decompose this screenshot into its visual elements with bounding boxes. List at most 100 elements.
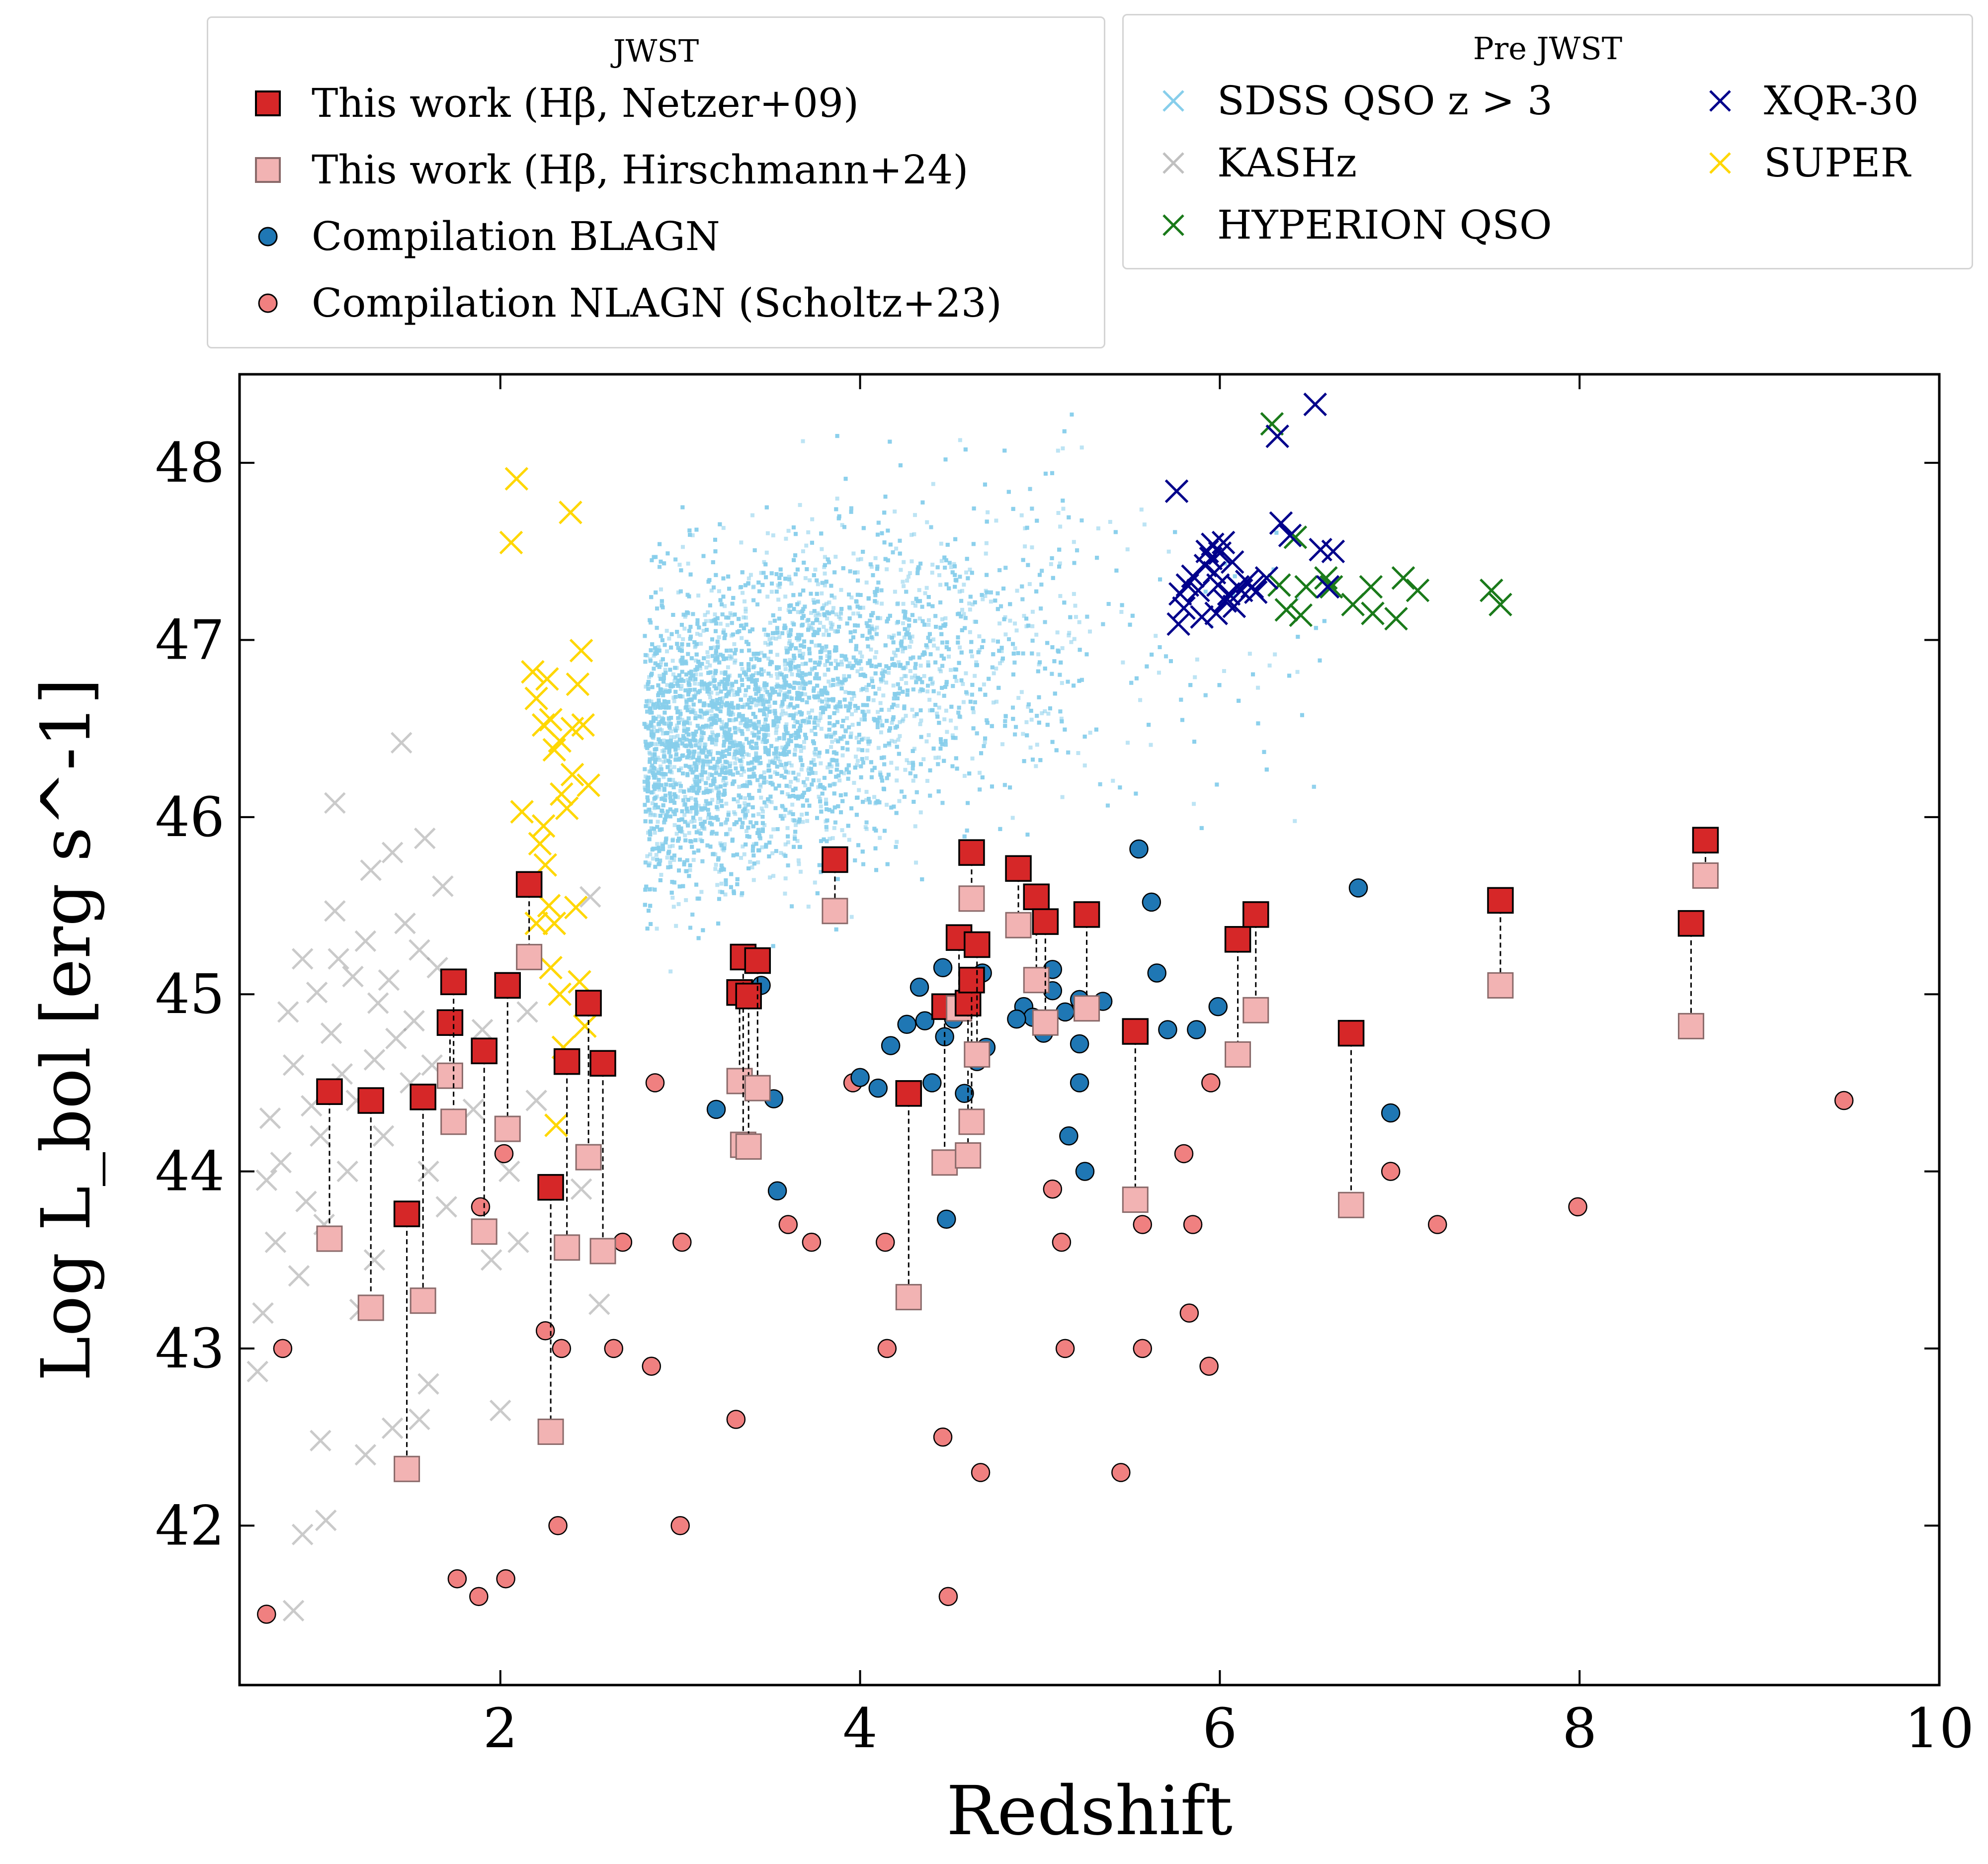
sdss-qso-point	[675, 734, 680, 738]
sdss-qso-point	[743, 599, 747, 603]
sdss-qso-point	[1056, 510, 1061, 515]
sdss-qso-point	[788, 639, 792, 643]
sdss-qso-point	[824, 601, 828, 606]
sdss-qso-point	[913, 824, 917, 829]
sdss-qso-point	[876, 710, 880, 714]
sdss-qso-point	[825, 828, 829, 832]
sdss-qso-point	[828, 620, 833, 625]
sdss-qso-point	[803, 576, 808, 581]
sdss-qso-point	[897, 799, 902, 803]
sdss-qso-point	[767, 637, 772, 642]
sdss-qso-point	[735, 747, 740, 752]
sdss-qso-point	[677, 634, 681, 638]
sdss-qso-point	[792, 733, 796, 737]
sdss-qso-point	[800, 812, 804, 817]
sdss-qso-point	[765, 531, 770, 535]
sdss-qso-point	[912, 747, 916, 751]
sdss-qso-point	[825, 654, 829, 658]
sdss-qso-point	[886, 671, 891, 675]
sdss-qso-point	[723, 892, 728, 897]
sdss-qso-point	[759, 571, 763, 575]
sdss-qso-point	[665, 855, 669, 860]
sdss-qso-point	[1067, 631, 1072, 635]
sdss-qso-point	[779, 712, 784, 717]
sdss-qso-point	[785, 792, 790, 796]
sdss-qso-point	[937, 573, 942, 578]
sdss-qso-point	[780, 709, 785, 713]
sdss-qso-point	[739, 721, 743, 725]
sdss-qso-point	[778, 607, 782, 611]
sdss-qso-point	[1049, 562, 1053, 566]
sdss-qso-point	[866, 709, 871, 714]
sdss-qso-point	[832, 826, 836, 830]
sdss-qso-point	[651, 856, 655, 861]
sdss-qso-point	[840, 753, 845, 758]
sdss-qso-point	[829, 624, 834, 629]
sdss-qso-point	[754, 671, 758, 676]
sdss-qso-point	[775, 737, 779, 742]
sdss-qso-point	[855, 763, 859, 767]
sdss-qso-point	[858, 650, 862, 655]
sdss-qso-point	[1037, 662, 1041, 667]
sdss-qso-point	[736, 727, 741, 731]
sdss-qso-point	[779, 704, 783, 709]
sdss-qso-point	[1022, 614, 1026, 618]
sdss-qso-point	[750, 513, 755, 517]
sdss-qso-point	[652, 725, 656, 730]
sdss-qso-point	[645, 854, 650, 858]
sdss-qso-point	[690, 533, 695, 537]
sdss-qso-point	[745, 829, 749, 834]
sdss-qso-point	[801, 652, 806, 656]
sdss-qso-point	[964, 671, 968, 676]
sdss-qso-point	[845, 716, 849, 720]
sdss-qso-point	[908, 571, 912, 575]
sdss-qso-point	[835, 497, 839, 501]
sdss-qso-point	[715, 691, 720, 696]
sdss-qso-point	[859, 557, 863, 561]
sdss-qso-point	[696, 804, 701, 808]
sdss-qso-point	[657, 767, 661, 772]
sdss-qso-point	[924, 586, 929, 590]
sdss-qso-point	[913, 674, 917, 678]
sdss-qso-point	[661, 811, 665, 815]
sdss-qso-point	[896, 738, 901, 742]
sdss-qso-point	[703, 613, 707, 617]
sdss-qso-point	[962, 583, 966, 587]
sdss-qso-point	[706, 724, 711, 729]
sdss-qso-point	[768, 759, 772, 763]
sdss-qso-point	[755, 733, 759, 737]
sdss-qso-point	[828, 837, 832, 841]
sdss-qso-point	[717, 589, 721, 593]
sdss-qso-point	[794, 823, 798, 827]
sdss-qso-point	[878, 701, 883, 705]
sdss-qso-point	[775, 672, 779, 676]
sdss-qso-point	[743, 693, 747, 697]
sdss-qso-point	[744, 615, 748, 620]
sdss-qso-point	[822, 632, 826, 637]
sdss-qso-point	[842, 674, 846, 678]
sdss-qso-point	[726, 810, 731, 815]
sdss-qso-point	[856, 557, 860, 562]
sdss-qso-point	[694, 672, 698, 677]
sdss-qso-point	[905, 758, 909, 763]
sdss-qso-point	[974, 660, 979, 665]
sdss-qso-point	[711, 675, 716, 679]
sdss-qso-point	[1192, 802, 1196, 806]
sdss-qso-point	[1139, 508, 1144, 512]
sdss-qso-point	[809, 611, 814, 615]
sdss-qso-point	[789, 763, 794, 767]
sdss-qso-point	[700, 736, 705, 740]
sdss-qso-point	[1273, 652, 1277, 657]
sdss-qso-point	[709, 589, 714, 593]
sdss-qso-point	[783, 594, 788, 599]
sdss-qso-point	[865, 688, 869, 692]
sdss-qso-point	[663, 759, 668, 763]
sdss-qso-point	[693, 681, 697, 686]
sdss-qso-point	[797, 862, 801, 866]
sdss-qso-point	[797, 649, 802, 653]
sdss-qso-point	[864, 580, 869, 585]
sdss-qso-point	[680, 545, 685, 549]
sdss-qso-point	[718, 621, 723, 626]
sdss-qso-point	[647, 751, 652, 755]
sdss-qso-point	[833, 781, 837, 786]
